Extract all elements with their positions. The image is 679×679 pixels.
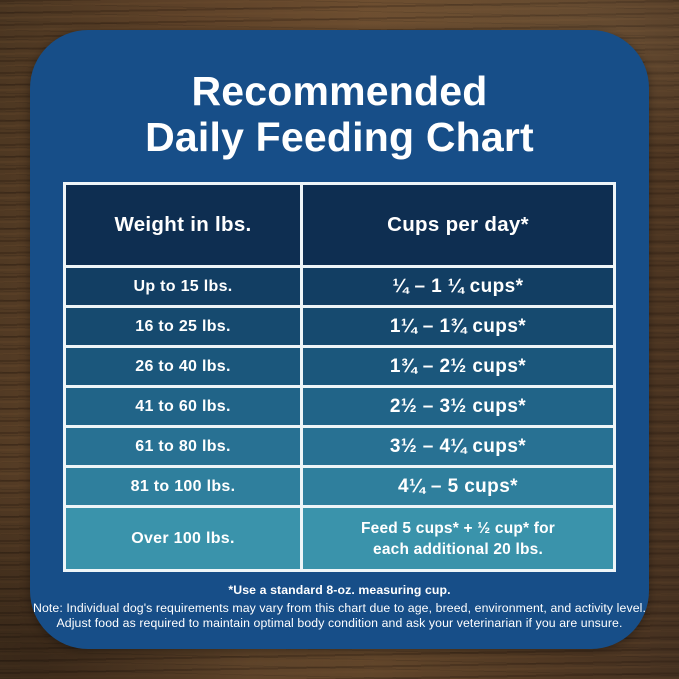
cups-value: 2½ – 3½ cups*: [389, 395, 527, 417]
weight-cell: Over 100 lbs.: [66, 508, 300, 569]
weight-value: 41 to 60 lbs.: [135, 397, 231, 415]
cups-cell: 3½ – 4¼ cups*: [303, 428, 613, 465]
cups-value: ¼ – 1 ¼ cups*: [392, 275, 524, 297]
cups-value: 3½ – 4¼ cups*: [389, 435, 527, 457]
title-line-2: Daily Feeding Chart: [145, 114, 534, 160]
weight-cell: 41 to 60 lbs.: [66, 388, 300, 425]
table-row: 81 to 100 lbs. 4¼ – 5 cups*: [66, 468, 613, 505]
feeding-table: Weight in lbs. Cups per day* Up to 15 lb…: [63, 182, 616, 572]
header-cups-label: Cups per day*: [387, 213, 529, 236]
cups-cell: 1¼ – 1¾ cups*: [303, 308, 613, 345]
cups-value-line-2: each additional 20 lbs.: [373, 540, 543, 558]
table-row: 61 to 80 lbs. 3½ – 4¼ cups*: [66, 428, 613, 465]
table-row: 16 to 25 lbs. 1¼ – 1¾ cups*: [66, 308, 613, 345]
header-weight-cell: Weight in lbs.: [66, 185, 300, 265]
cups-value: 1¾ – 2½ cups*: [389, 355, 527, 377]
table-row: 41 to 60 lbs. 2½ – 3½ cups*: [66, 388, 613, 425]
vet-note-line-1: Note: Individual dog's requirements may …: [33, 600, 646, 615]
weight-value: 26 to 40 lbs.: [135, 357, 231, 375]
cups-value-line-1: Feed 5 cups* + ½ cup* for: [360, 519, 556, 537]
measuring-cup-note: *Use a standard 8-oz. measuring cup.: [228, 583, 451, 597]
weight-cell: 26 to 40 lbs.: [66, 348, 300, 385]
weight-value: 81 to 100 lbs.: [130, 477, 236, 495]
table-header-row: Weight in lbs. Cups per day*: [66, 185, 613, 265]
cups-cell: 1¾ – 2½ cups*: [303, 348, 613, 385]
header-weight-label: Weight in lbs.: [114, 213, 252, 236]
weight-value: 61 to 80 lbs.: [135, 437, 231, 455]
page-title: Recommended Daily Feeding Chart: [30, 68, 649, 160]
table-row: 26 to 40 lbs. 1¾ – 2½ cups*: [66, 348, 613, 385]
weight-value: 16 to 25 lbs.: [135, 317, 231, 335]
weight-cell: Up to 15 lbs.: [66, 268, 300, 305]
cups-cell: ¼ – 1 ¼ cups*: [303, 268, 613, 305]
weight-value: Over 100 lbs.: [131, 529, 235, 547]
cups-value: 1¼ – 1¾ cups*: [389, 315, 527, 337]
weight-value: Up to 15 lbs.: [133, 277, 233, 295]
feeding-chart-card: Recommended Daily Feeding Chart Weight i…: [30, 30, 649, 649]
weight-cell: 16 to 25 lbs.: [66, 308, 300, 345]
title-line-1: Recommended: [191, 68, 488, 114]
cups-value: 4¼ – 5 cups*: [398, 475, 518, 497]
weight-cell: 81 to 100 lbs.: [66, 468, 300, 505]
footnotes: *Use a standard 8-oz. measuring cup. Not…: [30, 583, 649, 632]
cups-cell: 4¼ – 5 cups*: [303, 468, 613, 505]
table-row: Over 100 lbs. Feed 5 cups* + ½ cup* for …: [66, 508, 613, 569]
table-row: Up to 15 lbs. ¼ – 1 ¼ cups*: [66, 268, 613, 305]
weight-cell: 61 to 80 lbs.: [66, 428, 300, 465]
cups-cell: 2½ – 3½ cups*: [303, 388, 613, 425]
cups-cell: Feed 5 cups* + ½ cup* for each additiona…: [303, 508, 613, 569]
header-cups-cell: Cups per day*: [303, 185, 613, 265]
vet-note-line-2: Adjust food as required to maintain opti…: [56, 616, 623, 630]
